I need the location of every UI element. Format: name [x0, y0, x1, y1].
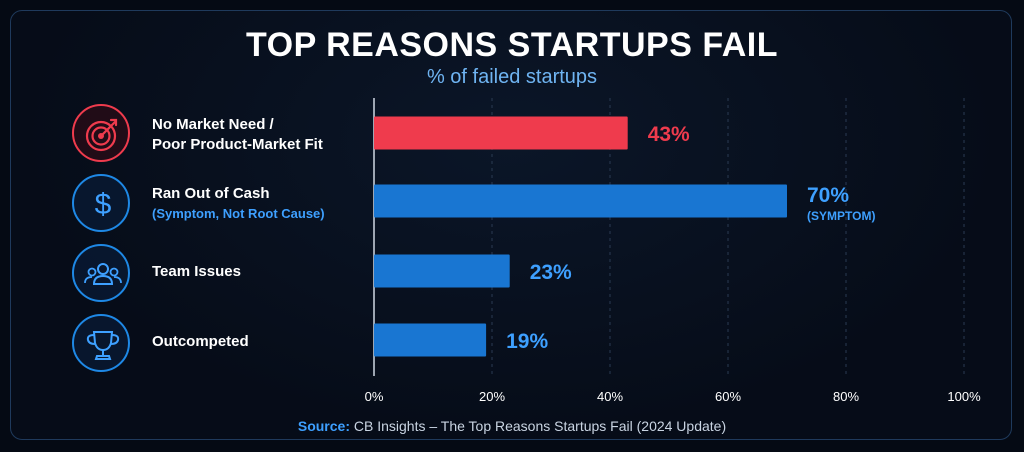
source-note: Source: CB Insights – The Top Reasons St…	[0, 418, 1024, 434]
bar	[374, 184, 787, 218]
category-label-line: Ran Out of Cash	[152, 185, 270, 202]
data-label: 70%	[807, 184, 849, 207]
category-label-ran-out-of-cash: Ran Out of Cash (Symptom, Not Root Cause…	[152, 184, 325, 224]
x-tick-label: 80%	[833, 389, 859, 404]
category-label-line: No Market Need /	[152, 116, 274, 133]
x-tick-label: 100%	[947, 389, 981, 404]
chart-frame	[10, 10, 1012, 440]
data-label: 19%	[506, 330, 548, 353]
svg-text:$: $	[95, 188, 112, 221]
x-tick-label: 20%	[479, 389, 505, 404]
data-label: 43%	[648, 123, 690, 146]
target-icon	[72, 104, 130, 162]
trophy-icon	[72, 314, 130, 372]
data-label: 23%	[530, 261, 572, 284]
category-label-line: Team Issues	[152, 263, 241, 280]
x-tick-label: 60%	[715, 389, 741, 404]
category-label-team-issues: Team Issues	[152, 262, 241, 282]
dollar-icon: $	[72, 174, 130, 232]
data-label-note: (SYMPTOM)	[807, 209, 875, 223]
bar	[374, 116, 628, 150]
source-text: CB Insights – The Top Reasons Startups F…	[349, 418, 727, 434]
category-label-no-market-need: No Market Need / Poor Product-Market Fit	[152, 115, 323, 155]
bar	[374, 254, 510, 288]
category-note: (Symptom, Not Root Cause)	[152, 206, 325, 221]
x-tick-label: 40%	[597, 389, 623, 404]
category-label-outcompeted: Outcompeted	[152, 332, 249, 352]
x-tick-label: 0%	[365, 389, 384, 404]
chart-subtitle: % of failed startups	[426, 66, 598, 88]
category-label-line: Poor Product-Market Fit	[152, 136, 323, 153]
source-key: Source:	[297, 418, 350, 434]
category-label-line: Outcompeted	[152, 333, 249, 350]
team-icon	[72, 244, 130, 302]
chart-title: TOP REASONS STARTUPS FAIL	[245, 26, 778, 64]
bar	[374, 323, 487, 357]
